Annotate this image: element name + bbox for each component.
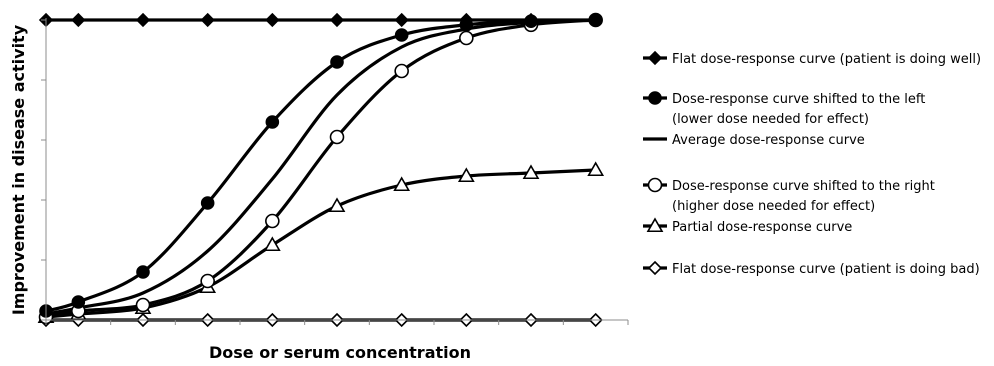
- data-point-flat-well: [71, 12, 86, 28]
- legend-item-shifted-right: Dose-response curve shifted to the right…: [643, 177, 935, 214]
- legend-label: Dose-response curve shifted to the right: [672, 179, 935, 194]
- legend-label: Average dose-response curve: [672, 133, 865, 148]
- legend-item-flat-bad: Flat dose-response curve (patient is doi…: [643, 260, 980, 277]
- legend-label: Flat dose-response curve (patient is doi…: [672, 262, 980, 277]
- data-point-shifted-right: [135, 297, 151, 313]
- legend-label: Dose-response curve shifted to the left: [672, 92, 925, 107]
- data-point-shifted-right: [265, 213, 280, 229]
- data-point-shifted-right: [329, 129, 345, 145]
- series-average: [44, 18, 598, 316]
- legend-item-average: Average dose-response curve: [643, 133, 865, 148]
- legend-marker: [647, 50, 663, 66]
- data-point-flat-well: [135, 12, 151, 28]
- data-point-shifted-left: [394, 28, 409, 42]
- data-point-shifted-left: [330, 55, 344, 69]
- data-point-partial: [328, 197, 346, 213]
- x-axis-title: Dose or serum concentration: [209, 343, 471, 362]
- data-point-flat-well: [459, 12, 474, 28]
- data-point-partial: [263, 236, 281, 252]
- legend-marker: [647, 260, 663, 276]
- data-point-flat-well: [588, 12, 603, 28]
- data-point-partial: [393, 176, 411, 192]
- legend-marker: [647, 177, 663, 193]
- data-point-shifted-left: [71, 295, 86, 309]
- data-point-shifted-right: [459, 30, 474, 46]
- data-point-flat-well: [265, 12, 280, 28]
- legend-marker: [646, 217, 664, 233]
- legend-label-line2: (higher dose needed for effect): [672, 199, 875, 214]
- data-point-partial: [457, 167, 475, 183]
- legend: Flat dose-response curve (patient is doi…: [643, 50, 981, 277]
- series-line-partial: [44, 168, 598, 319]
- y-axis-title: Improvement in disease activity: [9, 24, 28, 315]
- legend-label: Partial dose-response curve: [672, 220, 852, 235]
- data-point-flat-well: [329, 12, 345, 28]
- legend-item-partial: Partial dose-response curve: [643, 217, 852, 235]
- legend-marker: [648, 91, 662, 105]
- data-point-partial: [522, 164, 540, 180]
- data-point-flat-well: [394, 12, 409, 28]
- data-point-partial: [587, 161, 605, 177]
- legend-item-flat-well: Flat dose-response curve (patient is doi…: [643, 50, 981, 67]
- data-point-shifted-left: [136, 265, 150, 279]
- data-point-flat-well: [523, 12, 539, 28]
- series-line-shifted-left: [44, 18, 598, 313]
- data-point-shifted-left: [200, 196, 215, 210]
- plot-area: [37, 12, 605, 328]
- series-line-average: [44, 18, 598, 316]
- data-point-shifted-right: [200, 273, 215, 289]
- data-point-shifted-left: [265, 115, 280, 129]
- legend-label: Flat dose-response curve (patient is doi…: [672, 52, 981, 67]
- series-flat-well: [38, 12, 603, 28]
- series-shifted-left: [39, 13, 603, 318]
- legend-label-line2: (lower dose needed for effect): [672, 112, 869, 127]
- data-point-shifted-right: [394, 63, 409, 79]
- data-point-flat-well: [200, 12, 215, 28]
- legend-item-shifted-left: Dose-response curve shifted to the left (…: [643, 91, 925, 127]
- series-shifted-right: [38, 12, 603, 325]
- axes: [41, 18, 629, 325]
- series-line-shifted-right: [44, 18, 598, 319]
